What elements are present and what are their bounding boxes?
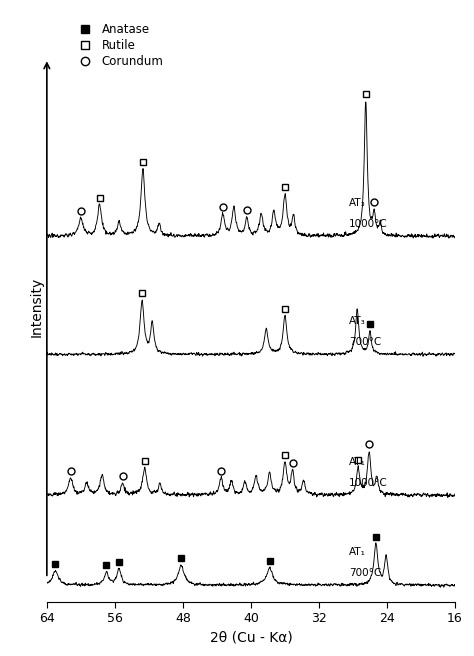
- X-axis label: 2θ (Cu - Kα): 2θ (Cu - Kα): [210, 631, 292, 645]
- Legend: Anatase, Rutile, Corundum: Anatase, Rutile, Corundum: [73, 23, 164, 68]
- Text: 700°C: 700°C: [349, 337, 381, 348]
- Text: AT₁: AT₁: [349, 457, 365, 467]
- Text: AT₃: AT₃: [349, 198, 365, 208]
- Y-axis label: Intensity: Intensity: [30, 276, 44, 337]
- Text: 700°C: 700°C: [349, 568, 381, 578]
- Text: AT₃: AT₃: [349, 316, 365, 326]
- Text: 1000°C: 1000°C: [349, 478, 387, 488]
- Text: AT₁: AT₁: [349, 547, 365, 557]
- Text: 1000°C: 1000°C: [349, 219, 387, 230]
